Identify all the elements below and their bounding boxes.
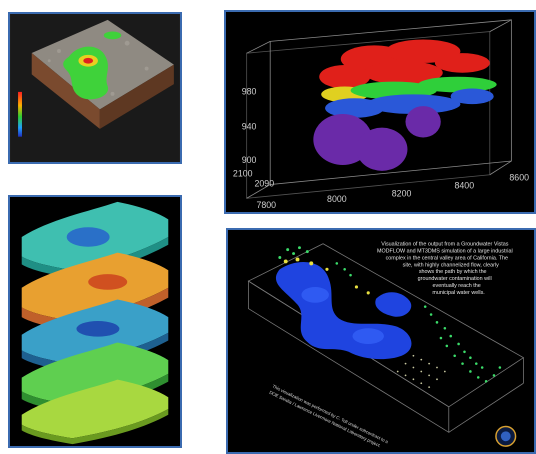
x-tick-8000: 8000: [327, 194, 347, 204]
groundwater-simulation-image: Visualization of the output from a Groun…: [228, 230, 534, 452]
description-line: complex in the central valley area of Ca…: [386, 255, 508, 261]
description-line: shows the path by which the: [419, 269, 487, 275]
x-tick-8400: 8400: [455, 180, 475, 190]
stacked-layers-image: [10, 197, 180, 446]
description-line: MODFLOW and MT3DMS simulation of a large…: [377, 249, 513, 255]
description-line: groundwater contamination will: [418, 276, 492, 282]
description-line: site, with highly channelized flow, clea…: [403, 262, 499, 268]
stacked-layers-panel: [8, 195, 182, 448]
model-slab: [247, 243, 525, 434]
simulation-description: Visualization of the output from a Groun…: [377, 242, 513, 296]
plume-blue-layer: [325, 88, 494, 118]
terrain-plume-image: [10, 14, 180, 162]
plume-3d-box-panel: 980 940 900 2100 2090 7800 8000 8200 840…: [224, 10, 536, 214]
terrain-plume-panel: [8, 12, 182, 164]
color-legend-bar: [18, 91, 22, 137]
description-line: eventually reach the: [433, 283, 481, 289]
description-line: Visualization of the output from a Groun…: [381, 242, 508, 248]
plume-red-layer: [319, 39, 490, 89]
y-tick-2100: 2100: [233, 169, 253, 179]
description-line: municipal water wells.: [432, 290, 484, 296]
x-tick-7800: 7800: [256, 200, 276, 210]
groundwater-simulation-panel: Visualization of the output from a Groun…: [226, 228, 536, 454]
layer-1: [21, 201, 169, 279]
layer-5: [21, 379, 169, 445]
x-tick-8600: 8600: [509, 173, 529, 183]
well-grid: [396, 354, 446, 389]
plume-green-layer: [321, 76, 497, 103]
plume-3d-box-image: 980 940 900 2100 2090 7800 8000 8200 840…: [227, 12, 533, 212]
z-tick-980: 980: [242, 86, 257, 96]
y-tick-2090: 2090: [255, 179, 275, 189]
particle-traces: [278, 246, 502, 383]
z-tick-900: 900: [242, 155, 257, 165]
plume-purple-layer: [313, 106, 441, 171]
logo-emblem: [495, 425, 517, 447]
bounding-box: [246, 19, 512, 199]
z-tick-940: 940: [242, 122, 257, 132]
x-tick-8200: 8200: [392, 188, 412, 198]
